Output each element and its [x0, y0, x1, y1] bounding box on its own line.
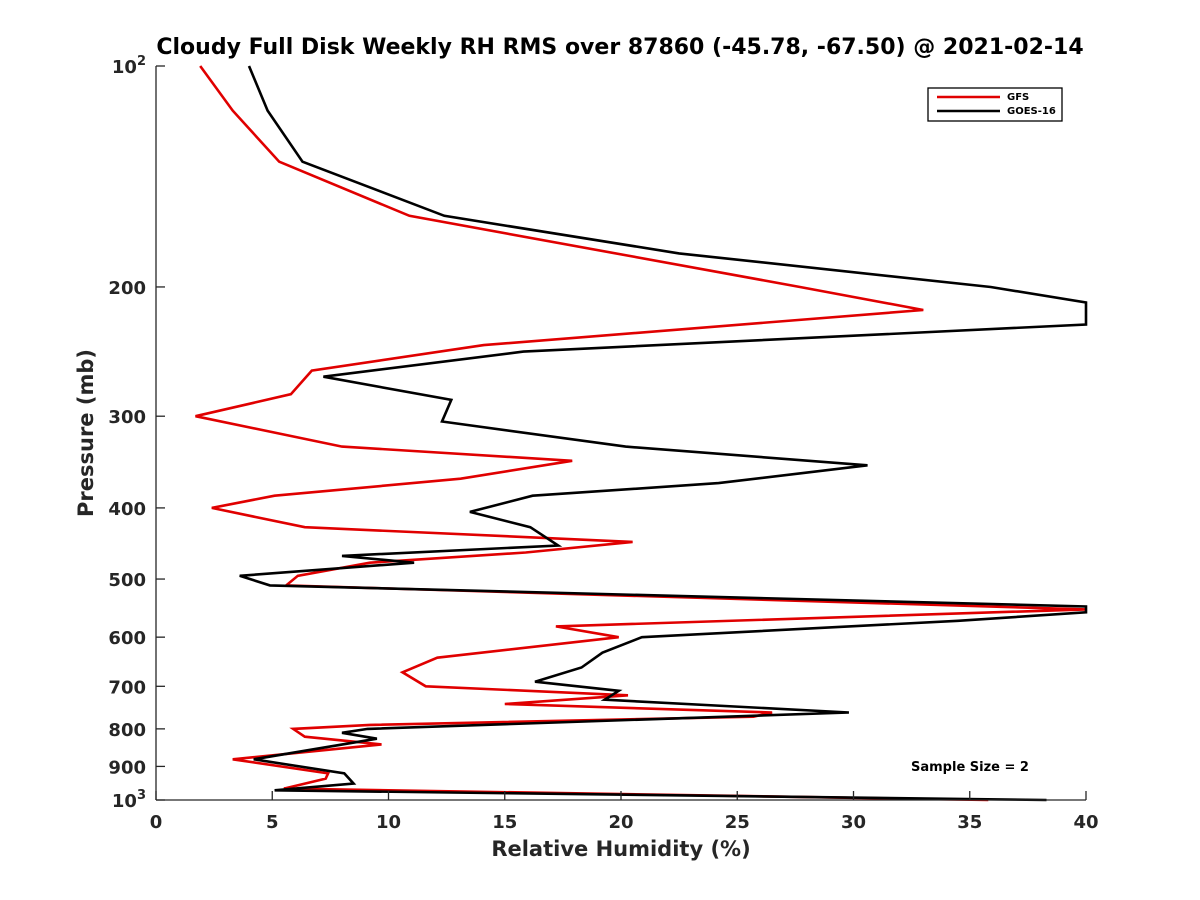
x-tick-label: 15: [492, 812, 517, 833]
legend-label-gfs: GFS: [1007, 92, 1029, 103]
x-tick-label: 0: [150, 812, 163, 833]
x-tick-label: 35: [957, 812, 982, 833]
axes-layer: 0 5 10 15 20 25 30 35 40 102 200 300 400 500 600 700 800…: [108, 54, 1098, 833]
legend-label-goes-16: GOES-16: [1007, 106, 1056, 117]
y-tick-label: 103: [112, 788, 146, 812]
chart-title: Cloudy Full Disk Weekly RH RMS over 8786…: [156, 35, 1083, 60]
y-tick-label: 400: [108, 499, 146, 520]
y-tick-label: 900: [108, 757, 146, 778]
plot-area: [156, 66, 1086, 800]
x-tick-label: 20: [608, 812, 633, 833]
x-tick-label: 10: [376, 812, 401, 833]
series-line-gfs: [195, 65, 1087, 802]
x-tick-label: 5: [266, 812, 279, 833]
y-tick-label: 102: [112, 54, 146, 78]
y-tick-label: 600: [108, 628, 146, 649]
y-tick-label: 200: [108, 278, 146, 299]
legend: GFS GOES-16: [927, 87, 1063, 122]
series-layer: [195, 65, 1088, 802]
y-tick-label: 500: [108, 570, 146, 591]
series-line-goes-16: [239, 65, 1088, 802]
y-tick-label: 700: [108, 677, 146, 698]
x-tick-label: 25: [725, 812, 750, 833]
x-axis-label: Relative Humidity (%): [491, 837, 750, 861]
y-tick-label: 800: [108, 720, 146, 741]
x-tick-label: 40: [1073, 812, 1098, 833]
y-axis-label: Pressure (mb): [74, 349, 98, 517]
legend-box: [927, 87, 1063, 122]
x-tick-label: 30: [841, 812, 866, 833]
y-tick-label: 300: [108, 407, 146, 428]
sample-size-annotation: Sample Size = 2: [911, 760, 1029, 775]
